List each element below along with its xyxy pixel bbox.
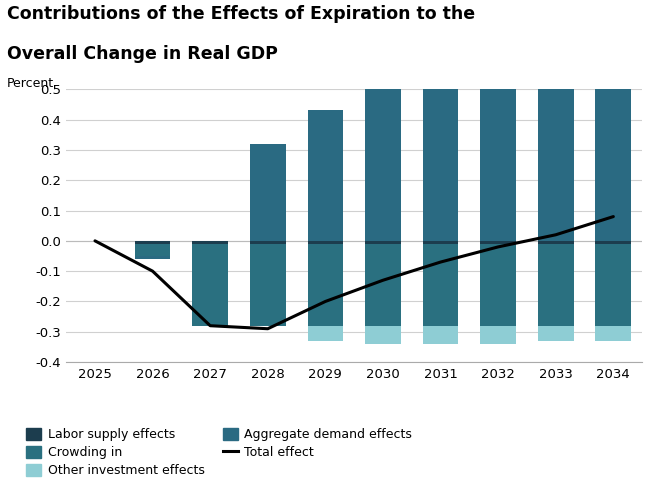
Bar [365,326,401,344]
Bar [481,244,516,326]
Bar [423,62,458,241]
Bar [250,244,285,326]
Bar [308,241,343,244]
Bar [135,241,170,244]
Bar [308,111,343,241]
Bar [538,244,573,326]
Legend: Labor supply effects, Crowding in, Other investment effects, Aggregate demand ef: Labor supply effects, Crowding in, Other… [26,429,412,477]
Bar [596,326,631,341]
Bar [365,244,401,326]
Text: Percent: Percent [7,77,54,90]
Bar [308,244,343,326]
Bar [596,244,631,326]
Bar [365,241,401,244]
Text: Contributions of the Effects of Expiration to the: Contributions of the Effects of Expirati… [7,5,475,23]
Bar [250,144,285,241]
Bar [308,326,343,341]
Bar [193,241,228,244]
Bar [538,326,573,341]
Bar [365,77,401,241]
Bar [538,241,573,244]
Bar [423,244,458,326]
Text: Overall Change in Real GDP: Overall Change in Real GDP [7,45,277,62]
Bar [481,326,516,344]
Bar [135,256,170,259]
Bar [481,47,516,241]
Bar [423,326,458,344]
Bar [423,241,458,244]
Bar [193,244,228,326]
Bar [135,244,170,256]
Bar [596,13,631,241]
Bar [250,241,285,244]
Bar [481,241,516,244]
Bar [538,32,573,241]
Bar [596,241,631,244]
